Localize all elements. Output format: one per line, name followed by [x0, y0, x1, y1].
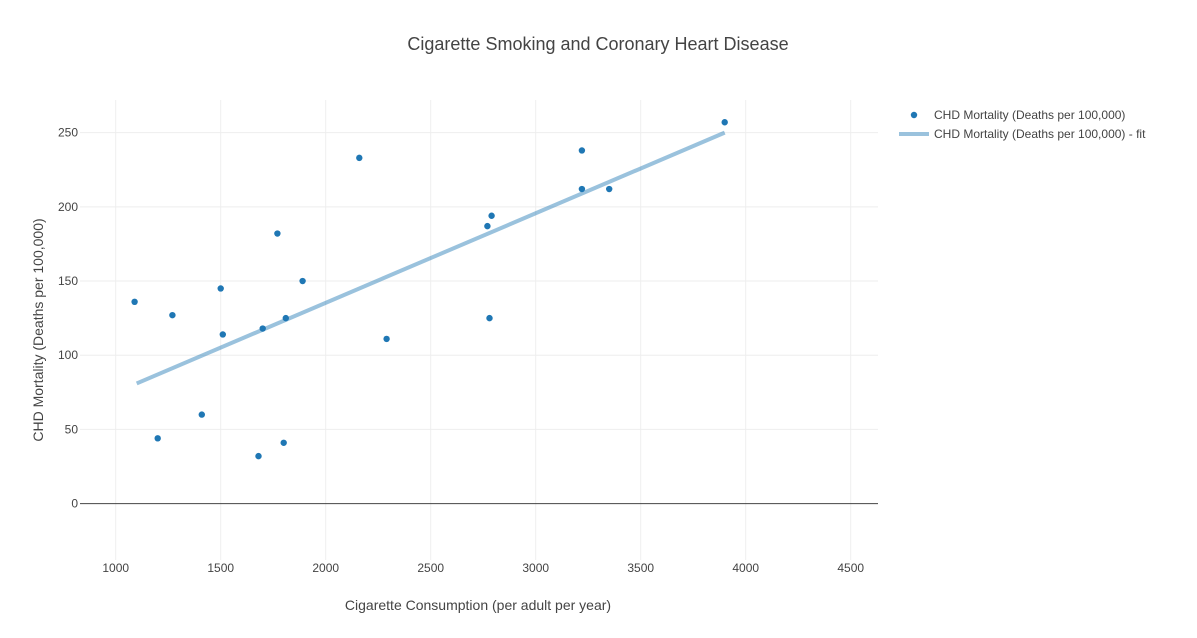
y-tick-label: 150 — [58, 274, 78, 288]
data-point[interactable] — [217, 285, 224, 292]
data-point[interactable] — [488, 212, 495, 219]
y-axis-title: CHD Mortality (Deaths per 100,000) — [30, 218, 46, 441]
x-axis-title: Cigarette Consumption (per adult per yea… — [345, 597, 611, 613]
chart-title: Cigarette Smoking and Coronary Heart Dis… — [407, 34, 788, 54]
legend-item-fit[interactable]: CHD Mortality (Deaths per 100,000) - fit — [899, 127, 1146, 141]
legend-item-scatter[interactable]: CHD Mortality (Deaths per 100,000) — [910, 108, 1126, 122]
x-tick-label: 3000 — [522, 561, 549, 575]
data-point[interactable] — [721, 119, 728, 126]
x-tick-label: 2500 — [417, 561, 444, 575]
data-point[interactable] — [578, 185, 586, 193]
data-point[interactable] — [356, 154, 363, 162]
data-point[interactable] — [282, 314, 289, 322]
x-tick-label: 2000 — [312, 561, 339, 575]
y-tick-label: 250 — [58, 126, 78, 140]
y-tick-label: 50 — [65, 422, 79, 436]
data-point[interactable] — [280, 439, 287, 446]
legend[interactable]: CHD Mortality (Deaths per 100,000) CHD M… — [899, 108, 1146, 141]
data-point[interactable] — [486, 314, 493, 322]
data-point[interactable] — [578, 147, 586, 154]
x-tick-label: 1000 — [102, 561, 129, 575]
y-tick-label: 200 — [58, 200, 78, 214]
y-tick-label: 0 — [71, 497, 78, 511]
fit-line-layer — [135, 130, 726, 386]
data-point[interactable] — [259, 325, 266, 332]
data-point[interactable] — [606, 185, 613, 193]
data-point[interactable] — [219, 331, 226, 338]
data-point[interactable] — [484, 222, 491, 230]
x-tick-label: 4500 — [837, 561, 864, 575]
x-tick-label: 4000 — [732, 561, 759, 575]
tick-labels: 1000 1500 2000 2500 3000 3500 4000 4500 0 50 100 15… — [58, 126, 864, 575]
y-tick-label: 100 — [58, 348, 78, 362]
data-point[interactable] — [383, 335, 390, 343]
data-point[interactable] — [299, 277, 306, 285]
data-point[interactable] — [169, 311, 176, 319]
data-point[interactable] — [274, 230, 281, 237]
x-tick-label: 3500 — [627, 561, 654, 575]
legend-label-fit: CHD Mortality (Deaths per 100,000) - fit — [934, 127, 1146, 141]
grid — [80, 100, 878, 560]
x-tick-label: 1500 — [207, 561, 234, 575]
data-point[interactable] — [154, 435, 161, 442]
data-point[interactable] — [198, 411, 205, 418]
legend-label-scatter: CHD Mortality (Deaths per 100,000) — [934, 108, 1125, 122]
fit-line — [135, 130, 726, 386]
data-point[interactable] — [131, 298, 138, 306]
points-layer — [131, 119, 728, 460]
data-point[interactable] — [255, 452, 262, 460]
legend-marker-icon — [910, 111, 918, 119]
